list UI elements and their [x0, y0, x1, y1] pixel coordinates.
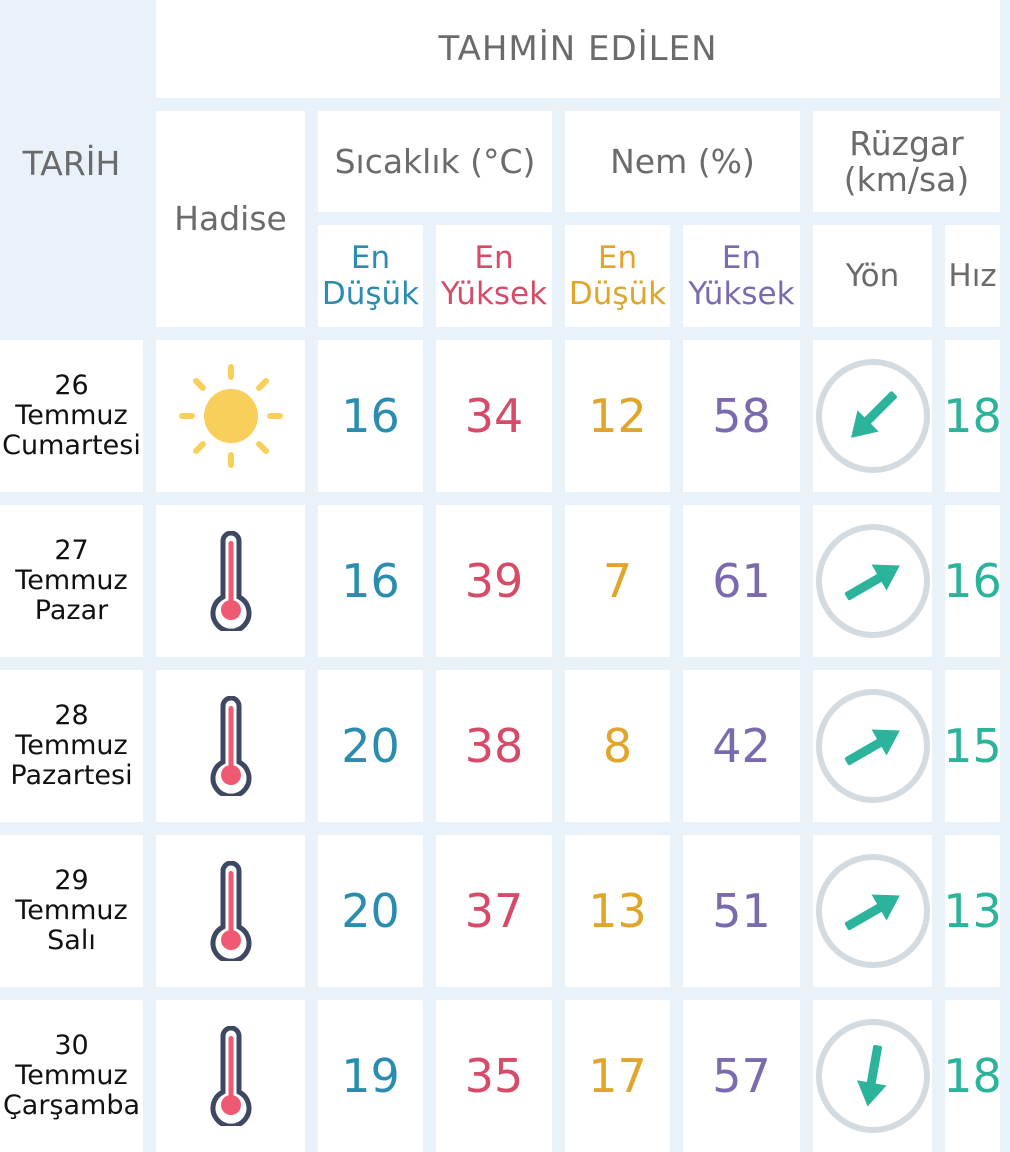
row-date: 27 Temmuz Pazar: [0, 505, 143, 657]
temp-max-word: Yüksek: [440, 276, 548, 312]
row-date: 28 Temmuz Pazartesi: [0, 670, 143, 822]
temp-min-word: Düşük: [321, 276, 420, 312]
hum-max-value: 61: [683, 505, 800, 657]
wind-header-line1: Rüzgar: [849, 123, 964, 163]
date-column-header: TARİH: [22, 143, 121, 183]
wind-header-line2: (km/sa): [843, 159, 970, 199]
row-date: 30 Temmuz Çarşamba: [0, 1000, 143, 1152]
date-month: Temmuz: [15, 1060, 128, 1091]
wind-speed-value: 15: [943, 670, 1002, 822]
hum-min-value: 7: [565, 505, 670, 657]
temp-min-subheader: En Düşük: [318, 225, 423, 327]
wind-speed-value: 13: [943, 835, 1002, 987]
date-weekday: Çarşamba: [2, 1090, 141, 1121]
hum-max-en: En: [721, 240, 762, 276]
arrow-northeast-icon: [813, 835, 932, 987]
date-month: Temmuz: [15, 895, 128, 926]
temp-min-value: 16: [318, 340, 423, 492]
wind-direction-subheader: Yön: [813, 225, 932, 327]
hum-max-word: Yüksek: [688, 276, 795, 312]
hum-min-value: 17: [565, 1000, 670, 1152]
temp-max-value: 37: [436, 835, 552, 987]
temp-min-value: 20: [318, 670, 423, 822]
humidity-column-header: Nem (%): [565, 111, 800, 212]
hum-max-value: 57: [683, 1000, 800, 1152]
thermometer-icon: [156, 505, 305, 657]
date-weekday: Cumartesi: [2, 430, 141, 461]
hum-min-subheader: En Düşük: [565, 225, 670, 327]
temp-min-value: 16: [318, 505, 423, 657]
event-column-header: Hadise: [156, 111, 305, 327]
hum-max-value: 42: [683, 670, 800, 822]
temp-max-value: 35: [436, 1000, 552, 1152]
date-day: 27: [54, 535, 89, 566]
temp-min-en: En: [350, 240, 391, 276]
thermometer-icon: [156, 1000, 305, 1152]
thermometer-icon: [156, 835, 305, 987]
wind-speed-value: 18: [943, 1000, 1002, 1152]
temp-max-value: 39: [436, 505, 552, 657]
date-day: 28: [54, 700, 89, 731]
arrow-northeast-icon: [813, 505, 932, 657]
date-day: 29: [54, 865, 89, 896]
hum-max-value: 58: [683, 340, 800, 492]
temperature-column-header: Sıcaklık (°C): [318, 111, 552, 212]
arrow-south-icon: [813, 1000, 932, 1152]
date-day: 26: [54, 370, 89, 401]
temp-max-en: En: [474, 240, 514, 276]
hum-max-value: 51: [683, 835, 800, 987]
hum-min-en: En: [597, 240, 638, 276]
date-weekday: Pazartesi: [10, 760, 133, 791]
hum-max-subheader: En Yüksek: [683, 225, 800, 327]
date-month: Temmuz: [15, 730, 128, 761]
hum-min-value: 8: [565, 670, 670, 822]
hum-min-word: Düşük: [568, 276, 667, 312]
row-date: 29 Temmuz Salı: [0, 835, 143, 987]
row-date: 26 Temmuz Cumartesi: [0, 340, 143, 492]
date-weekday: Pazar: [34, 595, 109, 626]
date-weekday: Salı: [47, 925, 96, 956]
arrow-southwest-icon: [813, 340, 932, 492]
temp-max-value: 38: [436, 670, 552, 822]
date-day: 30: [54, 1030, 89, 1061]
temp-max-subheader: En Yüksek: [436, 225, 552, 327]
wind-column-header: Rüzgar (km/sa): [813, 111, 1000, 212]
hum-min-value: 12: [565, 340, 670, 492]
temp-max-value: 34: [436, 340, 552, 492]
arrow-northeast-icon: [813, 670, 932, 822]
wind-speed-subheader: Hız: [945, 225, 1000, 327]
date-month: Temmuz: [15, 400, 128, 431]
hum-min-value: 13: [565, 835, 670, 987]
wind-speed-value: 18: [943, 340, 1002, 492]
forecast-title: TAHMİN EDİLEN: [156, 0, 1000, 98]
sun-icon: [156, 340, 305, 492]
thermometer-icon: [156, 670, 305, 822]
temp-min-value: 20: [318, 835, 423, 987]
temp-min-value: 19: [318, 1000, 423, 1152]
date-month: Temmuz: [15, 565, 128, 596]
wind-speed-value: 16: [943, 505, 1002, 657]
